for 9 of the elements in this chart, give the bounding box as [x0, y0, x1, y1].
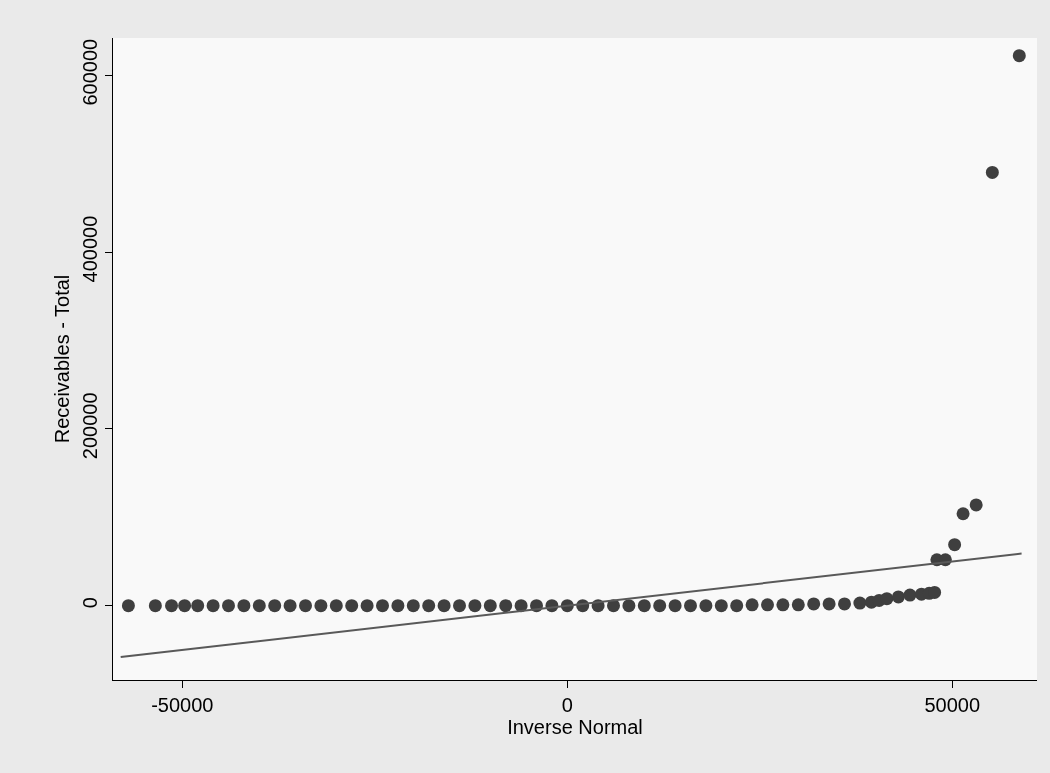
y-tick-label: 0 [79, 597, 101, 609]
y-axis-title: Receivables - Total [50, 274, 73, 444]
y-tick-label: 200000 [79, 392, 101, 460]
y-tick-label: 600000 [79, 38, 101, 106]
y-tick-label: 400000 [79, 215, 101, 283]
x-axis-title: Inverse Normal [507, 716, 643, 738]
x-tick-label: 50000 [924, 694, 981, 716]
x-tick-label: 0 [561, 694, 573, 716]
x-tick-label: -50000 [151, 694, 214, 716]
